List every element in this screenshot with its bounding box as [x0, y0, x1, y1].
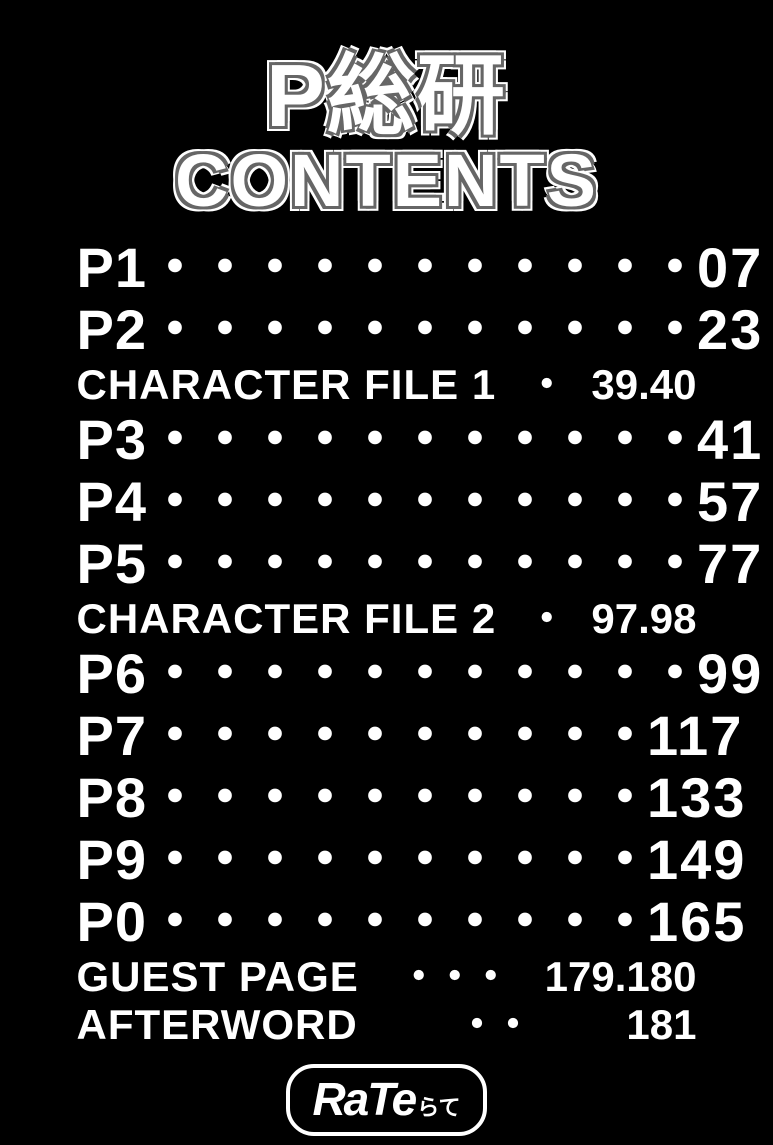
- toc-page: 179.180: [545, 956, 697, 998]
- toc-label: AFTERWORD: [77, 1004, 358, 1046]
- logo-sub: らて: [417, 1095, 460, 1120]
- toc-dots: ・・・・・・・・・・: [147, 708, 647, 764]
- toc-row: P5・・・・・・・・・・・77: [77, 536, 697, 592]
- toc-row: GUEST PAGE ・・・ 179.180: [77, 956, 697, 998]
- toc-page: 149: [647, 832, 746, 888]
- toc-row: P0・・・・・・・・・・165: [77, 894, 697, 950]
- toc-label: P8: [77, 770, 148, 826]
- toc-dots: ・・・・・・・・・・: [147, 770, 647, 826]
- author-logo: RaTeらて: [286, 1064, 486, 1136]
- toc-row: P3・・・・・・・・・・・41: [77, 412, 697, 468]
- toc-dots: ・・・・・・・・・・・: [147, 240, 697, 296]
- toc-label: P7: [77, 708, 148, 764]
- toc-dots: ・: [526, 598, 562, 640]
- toc-page: 117: [647, 708, 743, 764]
- toc-page: 57: [697, 474, 763, 530]
- toc-dots: ・・・・・・・・・・: [147, 894, 647, 950]
- toc-page: 165: [647, 894, 746, 950]
- toc-page: 97.98: [591, 598, 696, 640]
- toc-dots: ・・・・・・・・・・・: [147, 646, 697, 702]
- title-line-1: P総研: [266, 50, 507, 142]
- toc-dots: ・・: [456, 1004, 528, 1046]
- toc-row: P2・・・・・・・・・・・23: [77, 302, 697, 358]
- toc-dots: ・・・・・・・・・・・: [147, 302, 697, 358]
- toc-page: 181: [626, 1004, 696, 1046]
- logo-main: RaTe: [312, 1073, 415, 1125]
- toc-row: P4・・・・・・・・・・・57: [77, 474, 697, 530]
- toc-label: P6: [77, 646, 148, 702]
- toc-row: CHARACTER FILE 1 ・ 39.40: [77, 364, 697, 406]
- title-line-2: CONTENTS: [175, 142, 598, 220]
- toc-row: P8・・・・・・・・・・133: [77, 770, 697, 826]
- toc-label: P4: [77, 474, 148, 530]
- toc-row: P7・・・・・・・・・・117: [77, 708, 697, 764]
- toc-page: 41: [697, 412, 763, 468]
- toc-label: CHARACTER FILE 2: [77, 598, 497, 640]
- toc-label: P0: [77, 894, 148, 950]
- title-block: P総研 CONTENTS: [0, 50, 773, 220]
- toc-dots: ・・・・・・・・・・: [147, 832, 647, 888]
- toc-row: CHARACTER FILE 2 ・ 97.98: [77, 598, 697, 640]
- toc-row: P1・・・・・・・・・・・07: [77, 240, 697, 296]
- toc-dots: ・・・・・・・・・・・: [147, 536, 697, 592]
- toc-row: P6・・・・・・・・・・・99: [77, 646, 697, 702]
- toc-page: 23: [697, 302, 763, 358]
- toc-label: P2: [77, 302, 148, 358]
- toc-page: 77: [697, 536, 763, 592]
- toc-dots: ・・・: [398, 956, 506, 998]
- toc-page: 133: [647, 770, 746, 826]
- toc-row: AFTERWORD ・・ 181: [77, 1004, 697, 1046]
- toc-dots: ・・・・・・・・・・・: [147, 412, 697, 468]
- toc-row: P9・・・・・・・・・・149: [77, 832, 697, 888]
- table-of-contents: P1・・・・・・・・・・・07 P2・・・・・・・・・・・23 CHARACTER …: [77, 240, 697, 1046]
- toc-label: P5: [77, 536, 148, 592]
- toc-label: P3: [77, 412, 148, 468]
- toc-label: CHARACTER FILE 1: [77, 364, 497, 406]
- toc-label: GUEST PAGE: [77, 956, 359, 998]
- toc-page: 99: [697, 646, 763, 702]
- toc-label: P9: [77, 832, 148, 888]
- toc-page: 39.40: [591, 364, 696, 406]
- footer: RaTeらて: [0, 1064, 773, 1136]
- toc-dots: ・: [526, 364, 562, 406]
- toc-dots: ・・・・・・・・・・・: [147, 474, 697, 530]
- toc-label: P1: [77, 240, 148, 296]
- toc-page: 07: [697, 240, 763, 296]
